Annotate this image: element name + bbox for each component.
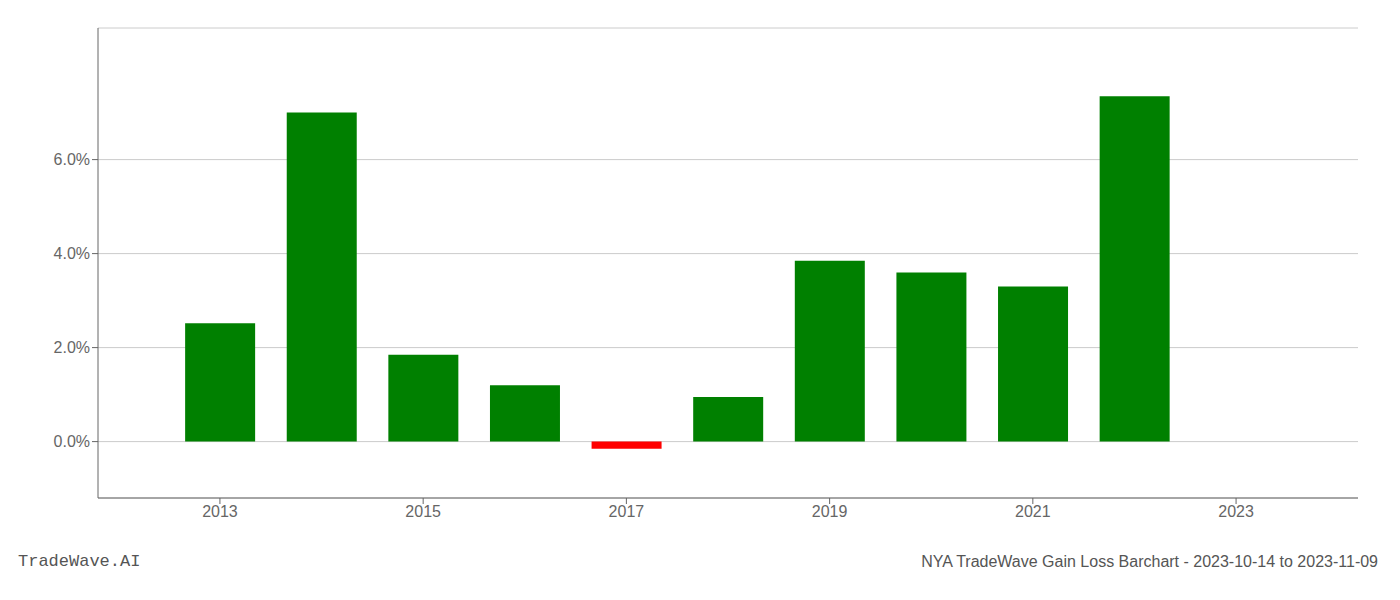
svg-text:2017: 2017 xyxy=(609,503,645,520)
svg-text:2.0%: 2.0% xyxy=(54,339,90,356)
svg-text:2019: 2019 xyxy=(812,503,848,520)
html-text:TradeWave.AI: TradeWave.AI xyxy=(18,552,141,571)
svg-text:2013: 2013 xyxy=(202,503,238,520)
svg-text:2015: 2015 xyxy=(405,503,441,520)
html-text:NYA TradeWave Gain Loss Barcha: NYA TradeWave Gain Loss Barchart - 2023-… xyxy=(921,553,1378,570)
svg-text:2021: 2021 xyxy=(1015,503,1051,520)
svg-text:6.0%: 6.0% xyxy=(54,151,90,168)
svg-text:4.0%: 4.0% xyxy=(54,245,90,262)
svg-text:0.0%: 0.0% xyxy=(54,433,90,450)
svg-text:2023: 2023 xyxy=(1218,503,1254,520)
